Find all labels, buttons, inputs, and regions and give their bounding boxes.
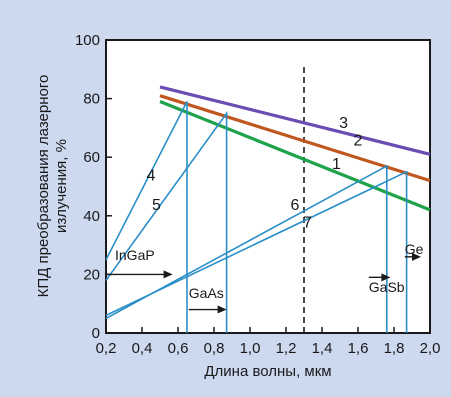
y-tick-label: 60	[83, 149, 100, 166]
curve-label: 1	[332, 156, 341, 173]
series-line-3	[159, 85, 431, 156]
material-label: GaAs	[189, 285, 224, 301]
material-arrow-head	[163, 270, 173, 279]
curve-label: 2	[354, 132, 363, 149]
material-label: GaSb	[369, 279, 405, 295]
series-line-1	[159, 100, 431, 212]
x-tick-label: 1,2	[276, 340, 297, 357]
y-tick-label: 40	[83, 208, 100, 225]
x-tick-label: 0,6	[168, 340, 189, 357]
x-tick-label: 1,8	[384, 340, 405, 357]
label-layer: 321 4 5 67 InGaP GaAs Ge GaSb	[106, 115, 424, 314]
material-arrow-head	[381, 273, 391, 282]
y-tick-label: 20	[83, 266, 100, 283]
curve-label: 6	[291, 197, 300, 214]
x-tick-label: 0,4	[132, 340, 153, 357]
material-arrow-head	[412, 252, 421, 261]
material-label: Ge	[405, 241, 424, 257]
curve-label: 3	[339, 115, 348, 132]
curve-label: 4	[147, 168, 156, 185]
x-axis-title: Длина волны, мкм	[204, 363, 331, 380]
x-tick-label: 0,2	[96, 340, 117, 357]
material-arrow-head	[217, 305, 227, 314]
y-axis-title-line2: излучения, %	[53, 139, 70, 233]
tick-layer: 0,2 0,4 0,6 0,8 1,0 1,2 1,4 1,6 1,8 2,0 0 20 40 60 80 1…	[75, 32, 440, 357]
series-line-7	[105, 170, 408, 333]
series-layer	[105, 63, 431, 333]
curve-label: 7	[303, 215, 312, 232]
series-line-4	[105, 101, 188, 333]
y-axis-title-line1: КПД преобразования лазерного	[35, 75, 52, 298]
x-tick-label: 2,0	[420, 340, 441, 357]
x-tick-label: 1,0	[240, 340, 261, 357]
x-tick-label: 1,6	[348, 340, 369, 357]
x-tick-label: 0,8	[204, 340, 225, 357]
y-tick-label: 0	[92, 325, 100, 342]
series-line-5	[105, 110, 228, 333]
material-label: InGaP	[115, 247, 155, 263]
curve-label: 5	[152, 197, 161, 214]
y-tick-label: 100	[75, 32, 100, 49]
x-tick-label: 1,4	[312, 340, 333, 357]
y-tick-label: 80	[83, 91, 100, 108]
